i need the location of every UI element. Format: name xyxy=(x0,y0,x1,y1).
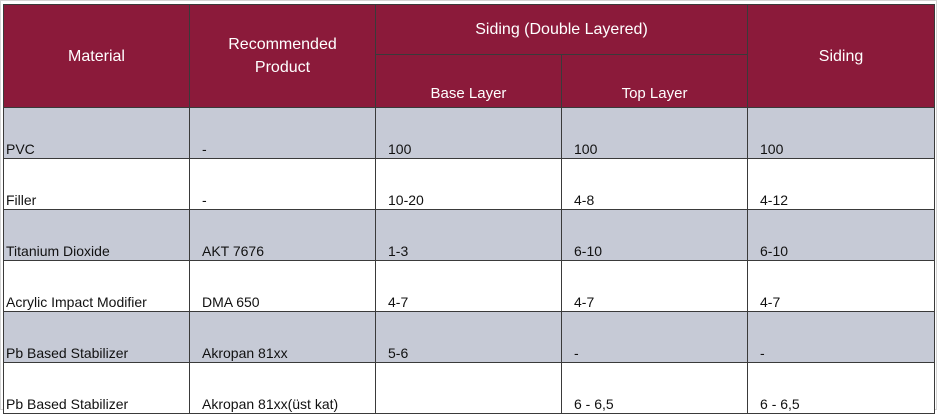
cell-material[interactable]: Titanium Dioxide xyxy=(3,209,190,261)
cell-siding[interactable]: 6 - 6,5 xyxy=(747,362,936,414)
cell-material[interactable]: Filler xyxy=(3,158,190,210)
cell-material[interactable]: Acrylic Impact Modifier xyxy=(3,260,190,312)
cell-siding[interactable]: 4-12 xyxy=(747,158,936,210)
table-row: Pb Based Stabilizer Akropan 81xx 5-6 - - xyxy=(3,311,936,363)
header-siding-double-layered[interactable]: Siding (Double Layered) xyxy=(374,4,749,55)
cell-material[interactable]: Pb Based Stabilizer xyxy=(3,311,190,363)
cell-top-layer[interactable]: 4-7 xyxy=(560,260,749,312)
header-recommended-product[interactable]: Recommended Product xyxy=(189,4,376,108)
cell-product[interactable]: - xyxy=(189,158,376,210)
grid-line xyxy=(0,0,937,1)
cell-siding[interactable]: 4-7 xyxy=(747,260,936,312)
grid-line xyxy=(0,0,1,410)
cell-top-layer[interactable]: 6 - 6,5 xyxy=(560,362,749,414)
cell-base-layer[interactable]: 100 xyxy=(375,107,562,159)
cell-siding[interactable]: 100 xyxy=(747,107,936,159)
header-material[interactable]: Material xyxy=(3,4,190,108)
cell-base-layer[interactable]: 5-6 xyxy=(375,311,562,363)
table-row: PVC - 100 100 100 xyxy=(3,107,936,159)
cell-top-layer[interactable]: 6-10 xyxy=(560,209,749,261)
table-row: Acrylic Impact Modifier DMA 650 4-7 4-7 … xyxy=(3,260,936,312)
header-base-layer[interactable]: Base Layer xyxy=(375,54,562,108)
cell-base-layer[interactable]: 10-20 xyxy=(375,158,562,210)
table-row: Pb Based Stabilizer Akropan 81xx(üst kat… xyxy=(3,362,936,414)
cell-base-layer[interactable]: 4-7 xyxy=(375,260,562,312)
table-row: Titanium Dioxide AKT 7676 1-3 6-10 6-10 xyxy=(3,209,936,261)
cell-material[interactable]: Pb Based Stabilizer xyxy=(3,362,190,414)
formulation-table: Material Recommended Product Siding (Dou… xyxy=(3,4,936,414)
cell-base-layer[interactable] xyxy=(375,362,562,414)
cell-product[interactable]: DMA 650 xyxy=(189,260,376,312)
cell-base-layer[interactable]: 1-3 xyxy=(375,209,562,261)
cell-material[interactable]: PVC xyxy=(3,107,190,159)
table-row: Filler - 10-20 4-8 4-12 xyxy=(3,158,936,210)
header-top-layer[interactable]: Top Layer xyxy=(560,54,749,108)
header-siding[interactable]: Siding xyxy=(747,4,936,108)
cell-product[interactable]: AKT 7676 xyxy=(189,209,376,261)
cell-siding[interactable]: 6-10 xyxy=(747,209,936,261)
cell-top-layer[interactable]: - xyxy=(560,311,749,363)
cell-siding[interactable]: - xyxy=(747,311,936,363)
cell-top-layer[interactable]: 4-8 xyxy=(560,158,749,210)
cell-top-layer[interactable]: 100 xyxy=(560,107,749,159)
cell-product[interactable]: Akropan 81xx xyxy=(189,311,376,363)
cell-product[interactable]: - xyxy=(189,107,376,159)
cell-product[interactable]: Akropan 81xx(üst kat) xyxy=(189,362,376,414)
